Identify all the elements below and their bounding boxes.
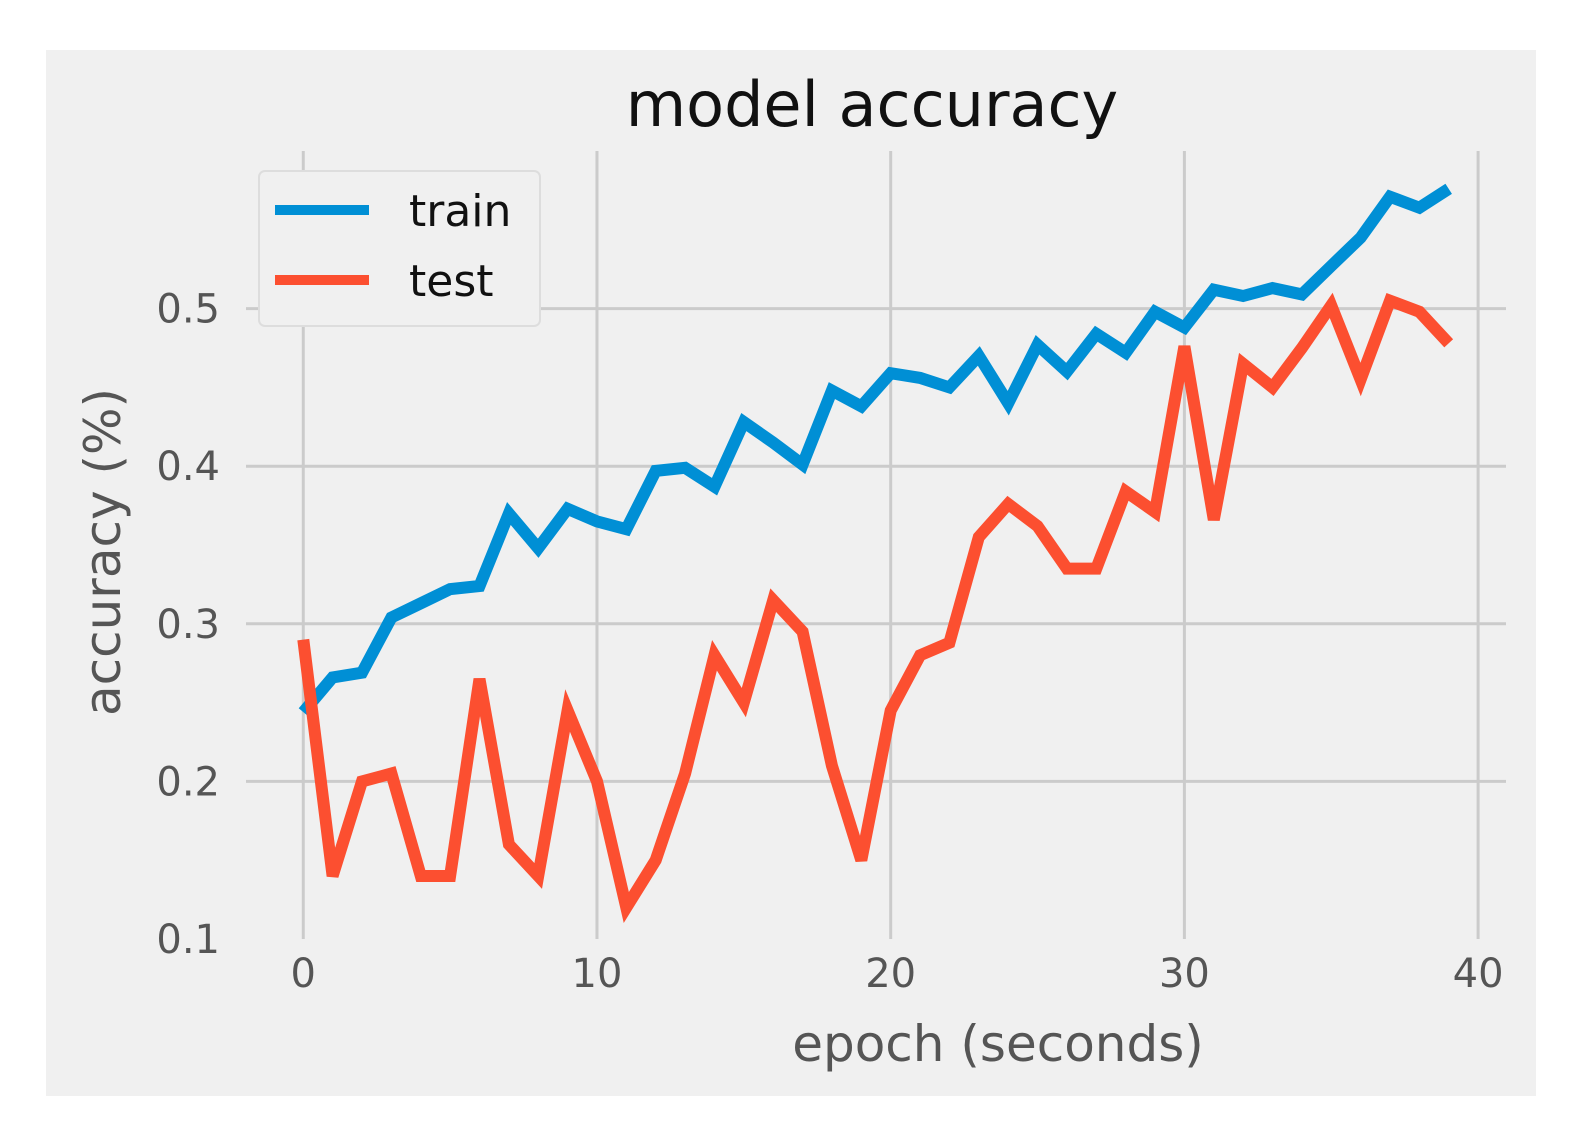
legend: train test (258, 170, 541, 327)
chart-figure: 0.1 0.2 0.3 0.4 0.5 0 10 20 30 40 model accuracy… (46, 50, 1536, 1096)
x-axis-label: epoch (seconds) (792, 1015, 1204, 1073)
chart-svg: 0.1 0.2 0.3 0.4 0.5 0 10 20 30 40 model accuracy… (74, 68, 1506, 1073)
legend-label-train: train (409, 186, 511, 237)
y-tick-label: 0.1 (156, 917, 220, 963)
y-tick-label: 0.5 (156, 287, 220, 333)
series-line-train (298, 183, 1452, 716)
x-tick-label: 0 (291, 951, 316, 997)
y-tick-label: 0.4 (156, 444, 220, 490)
legend-label-test: test (409, 256, 494, 307)
x-tick-labels: 0 10 20 30 40 (291, 951, 1504, 997)
x-tick-label: 30 (1159, 951, 1210, 997)
chart-title: model accuracy (626, 68, 1119, 141)
x-tick-label: 20 (865, 951, 916, 997)
x-tick-label: 10 (572, 951, 623, 997)
y-tick-labels: 0.1 0.2 0.3 0.4 0.5 (156, 287, 220, 963)
x-tick-label: 40 (1453, 951, 1504, 997)
series-line-test (297, 292, 1454, 923)
y-tick-label: 0.3 (156, 602, 220, 648)
y-axis-label: accuracy (%) (74, 388, 132, 716)
series-lines (297, 183, 1454, 923)
y-tick-label: 0.2 (156, 759, 220, 805)
